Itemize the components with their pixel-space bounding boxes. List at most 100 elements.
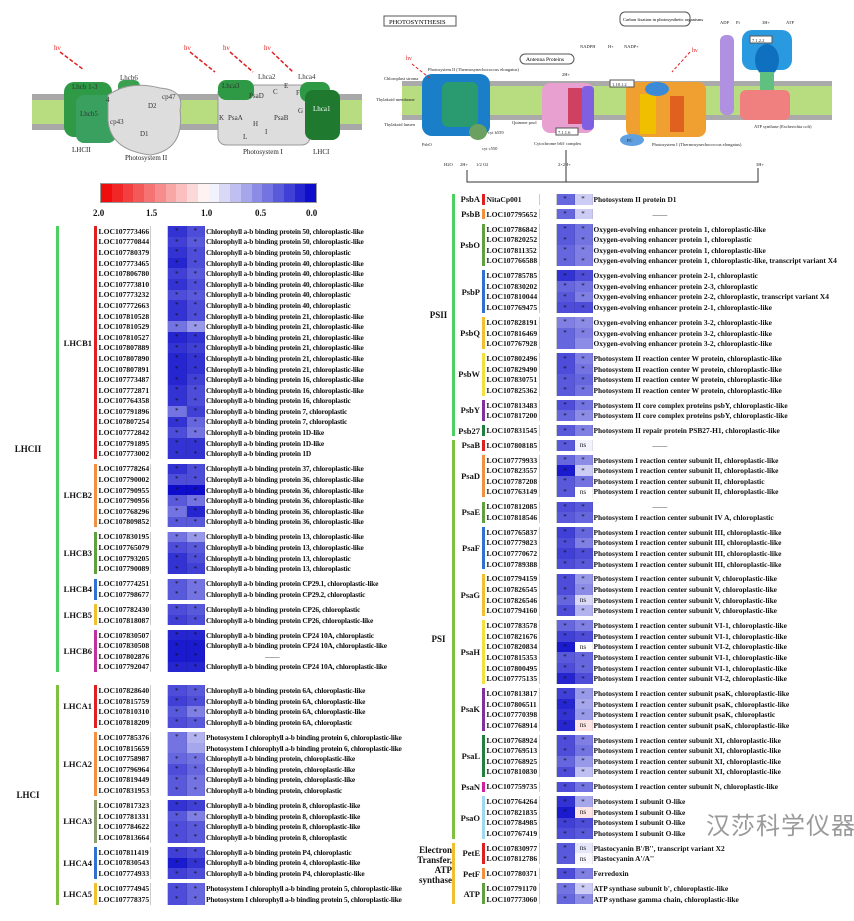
gene-id: LOC107769475 <box>486 303 538 313</box>
table-row: LOC107818546 * * Photosystem I reaction cen… <box>487 512 774 523</box>
gene-description: Photosystem I reaction center subunit V,… <box>593 595 777 605</box>
table-row: LOC107815659 Photosystem I chlorophyll a-… <box>99 742 402 754</box>
group-list: PsaB LOC107808185 * ns —— PsaD LOC107779933 * * P… <box>458 439 789 839</box>
gene-description: Chlorophyll a-b binding protein P4, chlo… <box>206 847 352 857</box>
heatmap-cell: * <box>574 745 593 757</box>
heatmap-cell: * <box>574 630 593 642</box>
gene-id: LOC107773487 <box>98 375 150 385</box>
hv-label: hν <box>406 56 412 62</box>
svg-text:cp43: cp43 <box>110 118 124 126</box>
heatmap-cell: * <box>556 698 575 710</box>
gene-description: Chlorophyll a-b binding protein 21, chlo… <box>206 322 364 332</box>
heatmap-cell: * <box>556 501 575 513</box>
gene-rows: NitaCp001 * * Photosystem II protein D1 <box>487 194 677 205</box>
heatmap-cell: * <box>556 327 575 339</box>
gene-group: ATP LOC107791170 * * ATP synthase subunit b'… <box>458 883 739 905</box>
svg-text:1/2 O2: 1/2 O2 <box>476 162 488 167</box>
gene-description: Photosystem II reaction center W protein… <box>593 354 782 363</box>
gene-description: Chlorophyll a-b binding protein 36, chlo… <box>206 506 364 516</box>
heatmap-cell: * <box>186 463 205 475</box>
heatmap-cell: * <box>574 605 593 617</box>
gene-id: LOC107768296 <box>98 506 150 516</box>
table-row: LOC107815353 * * Photosystem I reaction cen… <box>487 652 787 663</box>
heatmap-cell-reference <box>538 548 557 559</box>
gene-rows: LOC107774251 * * Chlorophyll a-b binding pr… <box>99 578 378 600</box>
heatmap-cell: * <box>574 781 593 793</box>
gene-group: LHCB5 LOC107782430 * * Chlorophyll a-b bindi… <box>62 604 387 626</box>
gene-description: Photosystem I chlorophyll a-b binding pr… <box>206 894 402 904</box>
scale-label: 1.5 <box>146 208 158 218</box>
table-row: LOC107818087 * * Chlorophyll a-b binding pr… <box>99 614 374 626</box>
group-bracket <box>482 454 485 498</box>
table-row: LOC107830195 * * Chlorophyll a-b binding pr… <box>99 531 364 543</box>
heatmap-cell: * <box>168 785 187 796</box>
gene-id: LOC107810310 <box>98 707 150 717</box>
gene-rows: LOC107795652 * * —— <box>487 208 667 220</box>
gene-group: PsaH LOC107783578 * * Photosystem I reaction… <box>458 620 789 684</box>
gene-rows: LOC107794159 * * Photosystem I reaction cen… <box>487 573 777 617</box>
heatmap-cell: * <box>574 817 593 829</box>
gene-description: Chlorophyll a-b binding protein 13, chlo… <box>206 532 364 542</box>
group-label: PsaB <box>461 440 480 451</box>
heatmap-cell: * <box>186 484 205 496</box>
heatmap-cell: * <box>556 537 575 549</box>
gene-id: LOC107784622 <box>98 822 150 832</box>
gene-rows: LOC107780371 * * Ferredoxin <box>487 868 629 879</box>
group-bracket <box>94 847 97 879</box>
table-row: LOC107767419 * * Photosystem I subunit O-li… <box>487 828 685 839</box>
gene-id: LOC107781331 <box>98 811 150 821</box>
group-label: PsaE <box>461 507 480 518</box>
gene-description: Chlorophyll a-b binding protein 7, chlor… <box>206 417 348 427</box>
heatmap-cell-reference <box>538 374 557 385</box>
heatmap-cell: * <box>168 732 187 743</box>
table-row: LOC107767928 Oxygen-evolving enhancer pro… <box>487 338 772 349</box>
heatmap-cell: * <box>186 321 205 332</box>
heatmap-cell: * <box>186 847 205 858</box>
svg-text:K: K <box>219 114 224 122</box>
gene-description: Chlorophyll a-b binding protein CP24 10A… <box>206 662 387 672</box>
gene-description: Photosystem I reaction center subunit VI… <box>593 642 787 652</box>
scale-swatch <box>122 184 134 202</box>
heatmap-cell-reference <box>538 223 557 235</box>
gene-description: Photosystem I reaction center subunit II… <box>593 487 779 497</box>
heatmap-cell-reference <box>538 363 557 375</box>
gene-id: LOC107831545 <box>486 426 538 436</box>
svg-text:3H+: 3H+ <box>756 162 764 167</box>
table-row: LOC107773232 * * Chlorophyll a-b binding pr… <box>99 289 364 301</box>
gene-id: LOC107825362 <box>486 385 538 395</box>
heatmap-cell: * <box>556 374 575 385</box>
gene-group: PsaE LOC107812085 * * —— LOC107818546 * * Photos… <box>458 501 789 523</box>
group-bracket <box>482 796 485 839</box>
gene-description: Plastocyanin B'/B'', transcript variant … <box>593 843 725 853</box>
gene-id: LOC107808185 <box>486 440 538 450</box>
carbon-fixation-link[interactable]: Carbon fixation in photosynthetic organi… <box>623 17 703 22</box>
svg-text:Photosystem II: Photosystem II <box>125 154 168 162</box>
heatmap-cell-reference <box>149 363 168 375</box>
antenna-proteins-link[interactable]: Antenna Proteins <box>526 57 564 63</box>
table-row: LOC107792047 * * Chlorophyll a-b binding pr… <box>99 661 387 673</box>
group-label: LHCB1 <box>63 337 92 348</box>
gene-id: LOC107770844 <box>98 237 150 247</box>
heatmap-cell: * <box>556 756 575 767</box>
gene-description: Chlorophyll a-b binding protein CP26, ch… <box>206 615 374 625</box>
heatmap-cell: * <box>168 629 187 641</box>
gene-id: LOC107831953 <box>98 785 150 795</box>
gene-id: LOC107787208 <box>486 476 538 486</box>
heatmap-cell: * <box>186 363 205 375</box>
gene-id: LOC107791170 <box>486 883 537 893</box>
table-row: LOC107774251 * * Chlorophyll a-b binding pr… <box>99 578 378 590</box>
group-label: PsaK <box>460 704 480 715</box>
heatmap-cell: * <box>186 857 205 869</box>
table-row: LOC107813817 * * Photosystem I reaction cen… <box>487 688 789 699</box>
group-bracket <box>482 868 485 879</box>
heatmap-cell: * <box>168 810 187 822</box>
gene-id: LOC107807254 <box>98 417 150 427</box>
ec-boxes: 1.18.1.2 7.1.1.6 7.1.2.2 <box>555 35 773 136</box>
heatmap-cell: * <box>556 558 575 570</box>
plastocyanin <box>620 134 644 146</box>
table-row: LOC107808185 * ns —— <box>486 439 667 451</box>
heatmap-cell-reference <box>538 745 557 757</box>
heatmap-cell: * <box>556 194 575 205</box>
svg-text:hν: hν <box>264 44 271 52</box>
heatmap-cell-reference <box>149 604 168 615</box>
